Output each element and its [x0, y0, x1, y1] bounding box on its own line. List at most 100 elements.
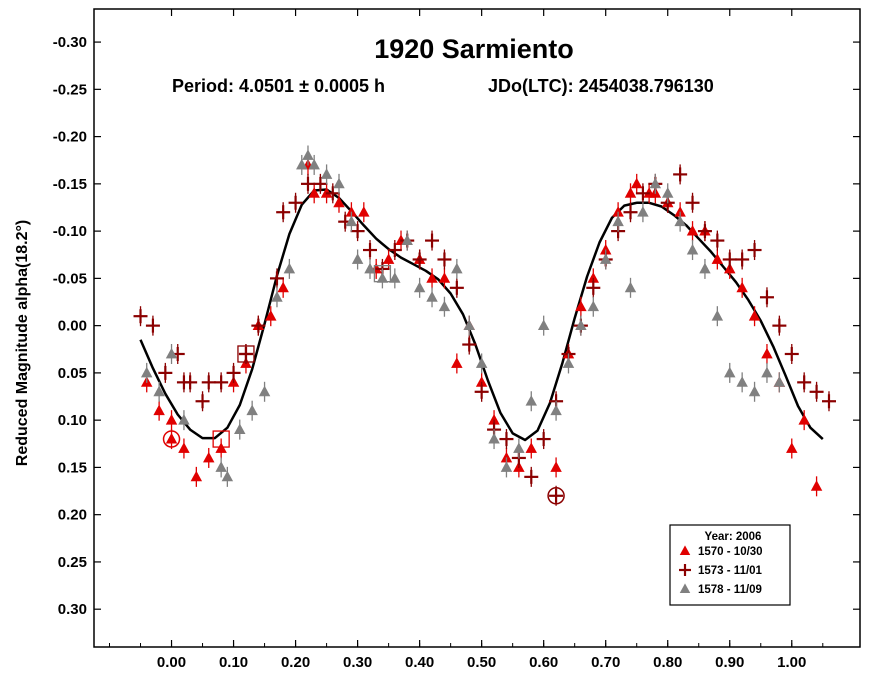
data-point-plus: [195, 394, 210, 409]
data-point-triangle: [333, 177, 345, 189]
data-point-plus: [474, 384, 489, 399]
data-point-plus: [363, 243, 378, 258]
data-point-triangle: [674, 215, 686, 227]
series-2: [133, 164, 836, 506]
data-point-triangle: [661, 187, 674, 198]
data-point-triangle: [426, 291, 438, 302]
data-points-layer: [133, 145, 836, 506]
data-point-plus: [772, 318, 787, 333]
data-point-triangle: [575, 319, 587, 331]
data-point-triangle: [686, 243, 699, 255]
reference-circle: [162, 430, 181, 448]
data-point-triangle: [277, 281, 289, 293]
data-point-triangle: [320, 168, 333, 179]
data-point-triangle: [426, 272, 438, 283]
data-point-triangle: [599, 253, 612, 264]
x-tick-label: 1.00: [777, 654, 806, 671]
y-tick-label: -0.05: [53, 270, 87, 287]
data-point-triangle: [736, 376, 748, 387]
data-point-triangle: [451, 262, 463, 274]
reference-circle: [547, 487, 565, 505]
data-point-plus: [269, 271, 284, 286]
y-tick-label: -0.15: [53, 176, 87, 193]
data-point-plus: [288, 195, 303, 210]
data-point-plus: [499, 432, 514, 447]
x-tick-label: 0.40: [405, 654, 434, 671]
data-point-triangle: [246, 404, 258, 416]
data-point-triangle: [296, 158, 308, 170]
data-point-triangle: [630, 177, 643, 189]
data-point-plus: [449, 280, 464, 295]
x-tick-label: 0.90: [715, 654, 744, 671]
data-point-triangle: [265, 310, 277, 321]
data-point-triangle: [302, 149, 314, 160]
data-point-triangle: [140, 366, 153, 378]
data-point-triangle: [711, 253, 724, 264]
data-point-triangle: [215, 442, 227, 453]
data-point-plus: [697, 224, 712, 239]
data-point-triangle: [550, 461, 562, 472]
data-point-triangle: [475, 357, 488, 368]
data-point-plus: [821, 394, 836, 409]
data-point-triangle: [438, 300, 451, 312]
data-point-plus: [797, 375, 812, 390]
y-tick-label: 0.10: [58, 412, 87, 429]
data-point-plus: [183, 375, 198, 390]
data-point-triangle: [283, 262, 296, 274]
data-point-triangle: [711, 310, 724, 321]
data-point-triangle: [401, 234, 413, 245]
data-point-triangle: [153, 404, 165, 416]
y-tick-label: 0.05: [58, 365, 87, 382]
x-tick-label: 0.00: [157, 654, 186, 671]
data-point-triangle: [203, 451, 215, 463]
data-point-triangle: [679, 583, 691, 594]
data-point-triangle: [786, 442, 798, 453]
data-point-plus: [549, 488, 564, 503]
legend-box: [669, 524, 791, 606]
data-point-triangle: [165, 347, 178, 359]
data-point-triangle: [748, 310, 761, 321]
legend-title: Year: 2006: [705, 531, 762, 543]
data-point-plus: [201, 375, 216, 390]
data-point-triangle: [389, 272, 401, 283]
fourier-fit-curve: [139, 188, 824, 442]
y-tick-label: -0.10: [53, 223, 87, 240]
y-axis-label: Reduced Magnitude alpha(18.2°): [14, 220, 31, 466]
legend-entries: 1570 - 10/30 1573 - 11/01 1578 - 11/09: [679, 545, 763, 596]
data-point-triangle: [624, 187, 637, 198]
y-tick-label: 0.25: [58, 554, 87, 571]
data-point-plus: [685, 195, 700, 210]
data-point-plus: [747, 243, 762, 258]
x-tick-label: 0.80: [653, 654, 682, 671]
data-point-plus: [276, 205, 291, 220]
data-point-plus: [735, 252, 750, 267]
data-point-triangle: [686, 224, 699, 236]
data-point-triangle: [761, 366, 773, 378]
data-point-triangle: [761, 347, 773, 359]
data-point-triangle: [438, 272, 451, 283]
data-point-triangle: [190, 470, 203, 482]
x-tick-label: 0.10: [219, 654, 248, 671]
data-point-triangle: [308, 158, 320, 170]
data-point-plus: [759, 290, 774, 305]
data-point-triangle: [178, 414, 190, 425]
legend-entry-label: 1573 - 11/01: [698, 565, 763, 577]
data-point-triangle: [562, 357, 575, 368]
data-point-triangle: [612, 215, 624, 227]
data-point-plus: [412, 252, 427, 267]
data-point-triangle: [810, 480, 823, 491]
data-point-plus: [425, 233, 440, 248]
data-point-triangle: [451, 357, 463, 368]
data-point-triangle: [364, 262, 376, 274]
data-point-triangle: [525, 442, 538, 453]
data-point-plus: [623, 205, 638, 220]
legend-entry-label: 1578 - 11/09: [698, 584, 762, 596]
data-point-plus: [350, 224, 365, 239]
data-point-plus: [437, 252, 452, 267]
data-point-plus: [325, 186, 340, 201]
legend: Year: 2006 1570 - 10/30 1573 - 11/01 1578 …: [669, 524, 791, 606]
x-tick-label: 0.70: [591, 654, 620, 671]
data-point-triangle: [165, 432, 178, 444]
data-point-plus: [251, 318, 266, 333]
